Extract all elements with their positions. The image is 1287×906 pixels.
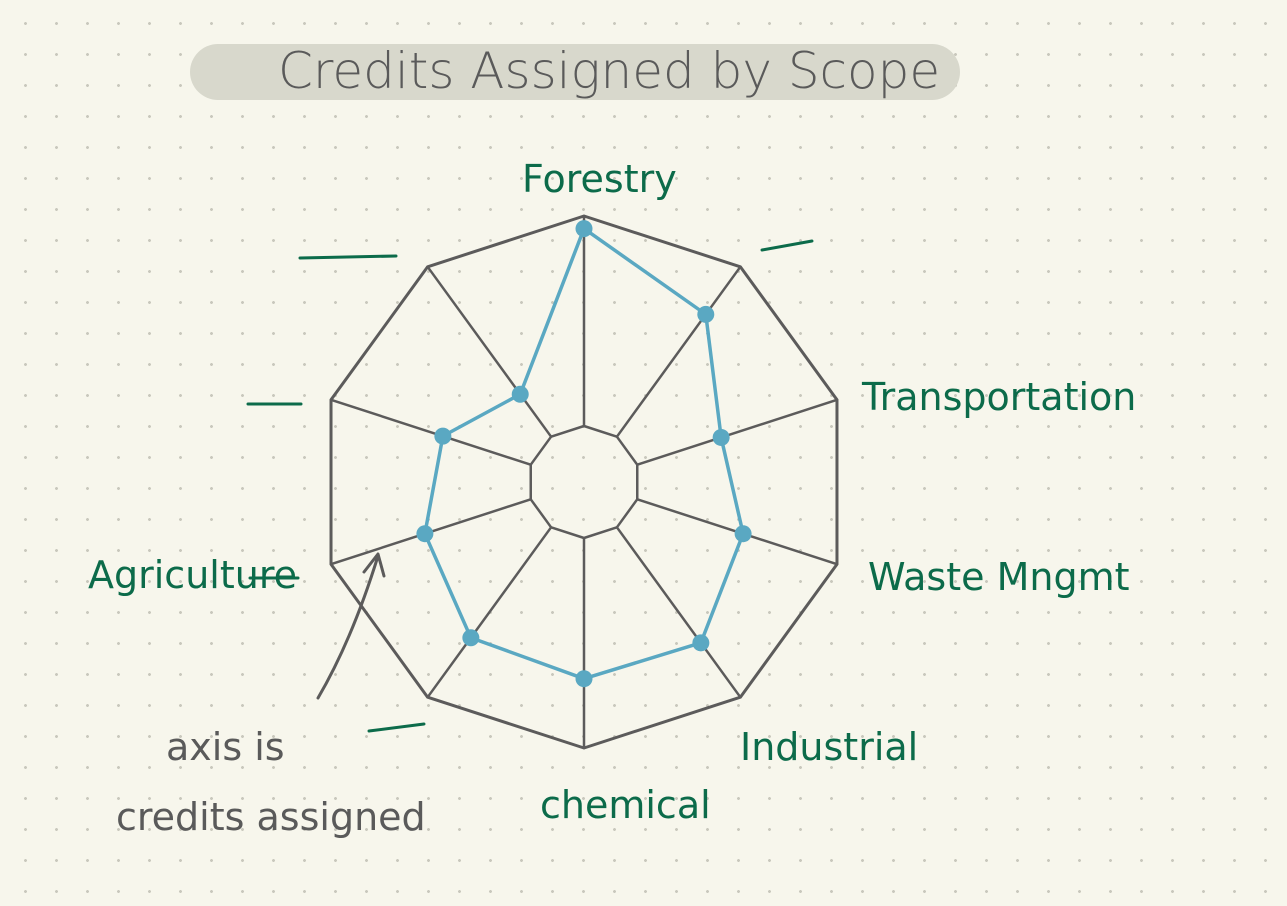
axis-label-agriculture: Agriculture xyxy=(88,553,297,597)
axis-label-transportation: Transportation xyxy=(861,375,1136,419)
annotation-line-2: credits assigned xyxy=(116,795,426,839)
data-point xyxy=(462,629,480,647)
data-point xyxy=(697,305,715,323)
unlabeled-axis-dash xyxy=(760,239,814,252)
unlabeled-axis-dash xyxy=(367,722,426,733)
radar-spoke xyxy=(329,398,532,466)
axis-label-chemical: chemical xyxy=(540,783,711,827)
radar-inner-ring xyxy=(529,424,639,540)
chart-title: Credits Assigned by Scope xyxy=(278,42,940,100)
data-point xyxy=(416,525,434,543)
data-point xyxy=(734,525,752,543)
radar-spoke xyxy=(615,526,742,699)
radar-spoke xyxy=(426,265,553,438)
radar-grid xyxy=(329,214,839,750)
radar-spoke xyxy=(636,398,839,466)
radar-spoke xyxy=(615,265,742,438)
title-banner xyxy=(190,44,960,100)
radar-spoke xyxy=(426,526,553,699)
data-point xyxy=(692,634,710,652)
data-point xyxy=(712,428,730,446)
annotation-line-1: axis is xyxy=(166,725,285,769)
axis-label-industrial: Industrial xyxy=(740,725,918,769)
axis-label-waste-mngmt: Waste Mngmt xyxy=(868,555,1130,599)
radar-series xyxy=(416,220,752,688)
data-point xyxy=(575,670,593,688)
data-point xyxy=(511,385,529,403)
annotation-arrow xyxy=(316,552,386,700)
axis-label-forestry: Forestry xyxy=(522,157,677,201)
data-point xyxy=(575,220,593,238)
unlabeled-axis-dash xyxy=(298,254,398,260)
data-point xyxy=(434,427,452,445)
